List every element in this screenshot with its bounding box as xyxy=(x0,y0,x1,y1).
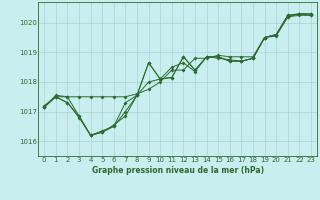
X-axis label: Graphe pression niveau de la mer (hPa): Graphe pression niveau de la mer (hPa) xyxy=(92,166,264,175)
